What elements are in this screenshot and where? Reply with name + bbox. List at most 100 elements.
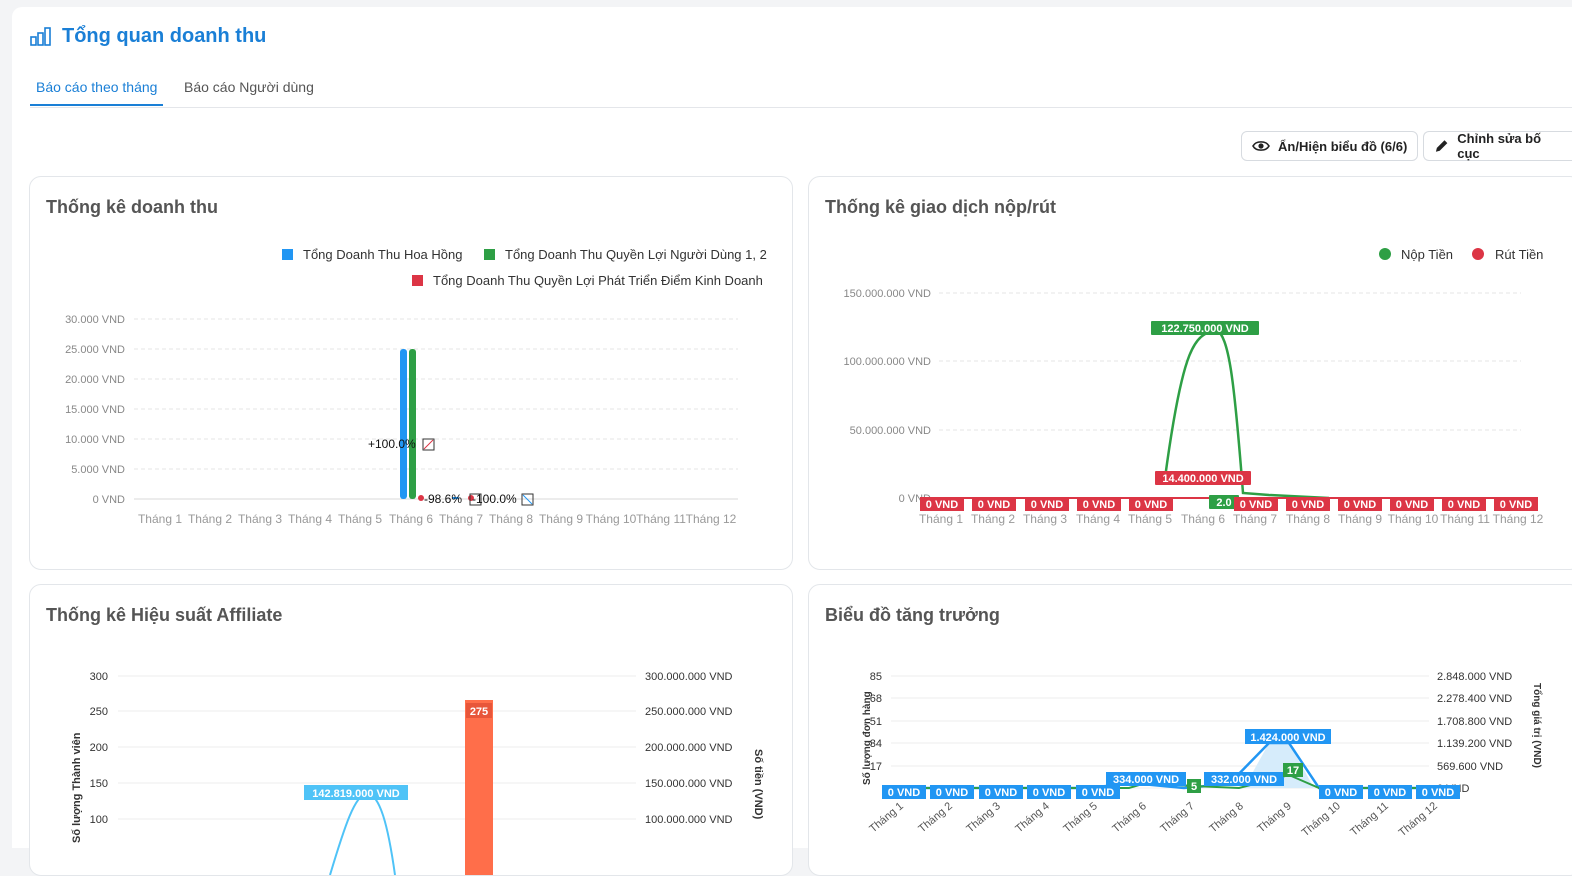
data-label-withdraw: 0 VND bbox=[978, 499, 1010, 511]
tab-monthly-report[interactable]: Báo cáo theo tháng bbox=[30, 79, 164, 106]
x-tick: Tháng 8 bbox=[1207, 800, 1246, 835]
legend-withdraw[interactable]: Rút Tiền bbox=[1472, 247, 1543, 262]
dashboard-page: Tổng quan doanh thu Báo cáo theo tháng B… bbox=[12, 7, 1572, 876]
bar-commission-thang-6[interactable] bbox=[400, 349, 407, 499]
eye-icon bbox=[1252, 141, 1270, 151]
x-tick: Tháng 3 bbox=[238, 512, 282, 526]
transactions-chart: Nộp Tiền Rút Tiền 150.000.000 VND 100.00… bbox=[844, 247, 1544, 526]
data-label-total: 0 VND bbox=[888, 787, 920, 799]
y-tick-left: 85 bbox=[870, 671, 882, 683]
x-tick: Tháng 4 bbox=[1013, 800, 1052, 835]
legend-commission[interactable]: Tổng Doanh Thu Hoa Hồng bbox=[282, 247, 462, 262]
data-label-bg bbox=[972, 497, 1016, 511]
amount-line[interactable] bbox=[329, 791, 396, 875]
legend-user-benefit[interactable]: Tổng Doanh Thu Quyền Lợi Người Dùng 1, 2 bbox=[484, 247, 767, 262]
x-tick: Tháng 10 bbox=[586, 512, 637, 526]
data-label-bg bbox=[1077, 497, 1121, 511]
x-tick: Tháng 6 bbox=[389, 512, 433, 526]
y-tick: 10.000 VND bbox=[65, 434, 125, 446]
x-tick: Tháng 12 bbox=[686, 512, 737, 526]
y-tick-left: 200 bbox=[90, 742, 108, 754]
bar-user-benefit-thang-6[interactable] bbox=[409, 349, 416, 499]
tab-bar: Báo cáo theo tháng Báo cáo Người dùng bbox=[30, 77, 1572, 108]
data-label-bg bbox=[1187, 779, 1201, 793]
data-label-bg bbox=[1338, 497, 1382, 511]
data-label-bg bbox=[1155, 471, 1251, 485]
toggle-charts-button[interactable]: Ẩn/Hiện biểu đồ (6/6) bbox=[1241, 131, 1419, 161]
legend-marker-business-benefit bbox=[412, 275, 423, 286]
y-tick-left: 100 bbox=[90, 814, 108, 826]
page-header: Tổng quan doanh thu bbox=[30, 25, 266, 48]
point-business-benefit-thang-6 bbox=[418, 495, 424, 501]
x-tick: Tháng 9 bbox=[539, 512, 583, 526]
y-tick-right: 2.848.000 VND bbox=[1437, 671, 1512, 683]
legend-deposit[interactable]: Nộp Tiền bbox=[1379, 247, 1453, 262]
legend-marker-withdraw bbox=[1472, 248, 1484, 260]
data-label-withdraw: 0 VND bbox=[1083, 499, 1115, 511]
data-label-total: 0 VND bbox=[1422, 787, 1454, 799]
data-label-orders-thang-9: 17 bbox=[1287, 765, 1299, 777]
x-tick: Tháng 6 bbox=[1110, 800, 1149, 835]
legend-marker-user-benefit bbox=[484, 249, 495, 260]
x-tick: Tháng 11 bbox=[1348, 800, 1391, 839]
affiliate-chart: 300 250 200 150 100 300.000.000 VND 250.… bbox=[71, 671, 764, 875]
data-label-bg bbox=[304, 785, 408, 800]
data-label-bg bbox=[1209, 495, 1239, 509]
y-tick-left: 34 bbox=[870, 738, 882, 750]
trend-up-icon bbox=[422, 438, 435, 451]
data-label-bg bbox=[1234, 497, 1278, 511]
growth-annotation-thang-8: -100.0% bbox=[472, 492, 517, 506]
tab-user-report[interactable]: Báo cáo Người dùng bbox=[184, 79, 314, 95]
right-axis-label: Tổng giá trị (VND) bbox=[1531, 683, 1543, 768]
x-tick: Tháng 9 bbox=[1255, 800, 1294, 835]
growth-chart: 85 68 51 34 17 2.848.000 VND 2.278.400 V… bbox=[861, 671, 1543, 839]
trend-down-icon bbox=[469, 493, 482, 506]
data-label-withdraw: 0 VND bbox=[1500, 499, 1532, 511]
data-label-total: 0 VND bbox=[1374, 787, 1406, 799]
bar-commission-thang-7[interactable] bbox=[452, 497, 459, 499]
data-label-total-thang-6: 334.000 VND bbox=[1113, 774, 1179, 786]
pencil-icon bbox=[1435, 140, 1448, 152]
affiliate-card: Thống kê Hiệu suất Affiliate 300 250 200… bbox=[29, 584, 793, 876]
edit-layout-button[interactable]: Chỉnh sửa bố cục bbox=[1423, 131, 1572, 161]
growth-annotation-thang-6: +100.0% bbox=[368, 437, 416, 451]
x-tick: Tháng 7 bbox=[1158, 800, 1197, 835]
data-label-bg bbox=[930, 785, 974, 799]
data-label-bg bbox=[1286, 497, 1330, 511]
y-tick-right: 150.000.000 VND bbox=[645, 778, 733, 790]
data-label-total: 0 VND bbox=[936, 787, 968, 799]
data-label-bg bbox=[1442, 497, 1486, 511]
bar-chart-icon bbox=[30, 26, 51, 46]
y-tick: 100.000.000 VND bbox=[844, 356, 932, 368]
legend-label-deposit: Nộp Tiền bbox=[1401, 247, 1453, 262]
order-count-line[interactable] bbox=[891, 773, 1429, 790]
x-tick: Tháng 3 bbox=[964, 800, 1003, 835]
x-tick: Tháng 10 bbox=[1388, 512, 1439, 526]
growth-annotation-thang-7: -98.6% bbox=[424, 492, 462, 506]
data-label-withdraw: 0 VND bbox=[1448, 499, 1480, 511]
data-label-bg bbox=[1245, 729, 1331, 744]
bar-member-count[interactable] bbox=[465, 700, 493, 875]
data-label-bg bbox=[1319, 785, 1363, 799]
y-tick-right: 2.278.400 VND bbox=[1437, 693, 1512, 705]
y-tick: 50.000.000 VND bbox=[850, 425, 931, 437]
x-tick: Tháng 11 bbox=[1440, 512, 1490, 526]
data-label-bg bbox=[1129, 497, 1173, 511]
y-tick-left: 68 bbox=[870, 693, 882, 705]
growth-title: Biểu đồ tăng trưởng bbox=[825, 605, 1000, 625]
y-tick: 15.000 VND bbox=[65, 404, 125, 416]
data-label-bg bbox=[920, 497, 964, 511]
data-label-bg bbox=[882, 785, 926, 799]
data-label-deposit-thang-7: 2.0 bbox=[1216, 497, 1231, 509]
legend-business-benefit[interactable]: Tổng Doanh Thu Quyền Lợi Phát Triển Điểm… bbox=[412, 273, 763, 288]
data-label-withdraw: 0 VND bbox=[926, 499, 958, 511]
y-tick: 0 VND bbox=[93, 494, 125, 506]
legend-label-commission: Tổng Doanh Thu Hoa Hồng bbox=[303, 247, 462, 262]
left-axis-label: Số lượng Thành viên bbox=[71, 732, 83, 843]
y-tick-left: 250 bbox=[90, 706, 108, 718]
x-tick: Tháng 6 bbox=[1181, 512, 1225, 526]
data-label-withdraw: 0 VND bbox=[1240, 499, 1272, 511]
x-tick: Tháng 8 bbox=[1286, 512, 1330, 526]
y-tick-right: 1.139.200 VND bbox=[1437, 738, 1512, 750]
data-label-amount: 142.819.000 VND bbox=[312, 788, 400, 800]
